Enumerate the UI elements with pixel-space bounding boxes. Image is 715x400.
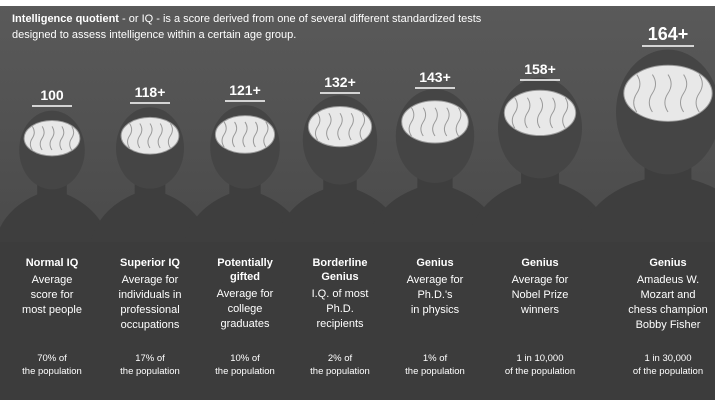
share: 1% of xyxy=(423,353,448,364)
description: occupations xyxy=(121,319,180,331)
description: Nobel Prize xyxy=(512,289,569,301)
iq-label: 100 xyxy=(40,87,64,103)
description: I.Q. of most xyxy=(312,288,369,300)
description: Average for xyxy=(217,288,274,300)
top-strip xyxy=(0,0,715,6)
share: 10% of xyxy=(230,353,260,364)
share: the population xyxy=(405,366,465,377)
infographic: Intelligence quotient - or IQ - is a sco… xyxy=(0,0,715,400)
category: Genius xyxy=(321,271,358,283)
category: Genius xyxy=(521,257,558,269)
share: the population xyxy=(215,366,275,377)
share: of the population xyxy=(633,366,703,377)
description: winners xyxy=(520,304,559,316)
iq-label: 158+ xyxy=(524,61,556,77)
category: Potentially xyxy=(217,257,274,269)
share: the population xyxy=(310,366,370,377)
category: Genius xyxy=(649,257,686,269)
intro-lead: Intelligence quotient xyxy=(12,13,119,25)
description: Ph.D.'s xyxy=(417,289,453,301)
intro-line-1: Intelligence quotient - or IQ - is a sco… xyxy=(12,13,482,25)
share: of the population xyxy=(505,366,575,377)
category: Genius xyxy=(416,257,453,269)
iq-label: 118+ xyxy=(135,84,166,100)
share: 17% of xyxy=(135,353,165,364)
description: chess champion xyxy=(628,304,708,316)
description: Amadeus W. xyxy=(637,274,699,286)
share: 1 in 30,000 xyxy=(644,353,691,364)
iq-label: 143+ xyxy=(419,69,451,85)
description: professional xyxy=(120,304,179,316)
share: the population xyxy=(22,366,82,377)
description: recipients xyxy=(316,318,364,330)
category: Superior IQ xyxy=(120,257,180,269)
category: Borderline xyxy=(312,257,367,269)
description: most people xyxy=(22,304,82,316)
description: Mozart and xyxy=(640,289,695,301)
share: 1 in 10,000 xyxy=(516,353,563,364)
share: 2% of xyxy=(328,353,353,364)
intro-line-2: designed to assess intelligence within a… xyxy=(12,29,296,41)
description: Ph.D. xyxy=(326,303,354,315)
description: in physics xyxy=(411,304,460,316)
intro-text: - or IQ - is a score derived from one of… xyxy=(119,13,482,25)
description: graduates xyxy=(221,318,270,330)
description: Average xyxy=(32,274,73,286)
description: Bobby Fisher xyxy=(636,319,701,331)
description: Average for xyxy=(122,274,179,286)
category: Normal IQ xyxy=(26,257,79,269)
iq-label: 121+ xyxy=(229,82,261,98)
iq-label: 164+ xyxy=(648,24,689,44)
description: Average for xyxy=(407,274,464,286)
description: college xyxy=(228,303,263,315)
description: individuals in xyxy=(119,289,182,301)
iq-label: 132+ xyxy=(324,74,356,90)
description: Average for xyxy=(512,274,569,286)
share: 70% of xyxy=(37,353,67,364)
description: score for xyxy=(31,289,74,301)
share: the population xyxy=(120,366,180,377)
category: gifted xyxy=(230,271,260,283)
